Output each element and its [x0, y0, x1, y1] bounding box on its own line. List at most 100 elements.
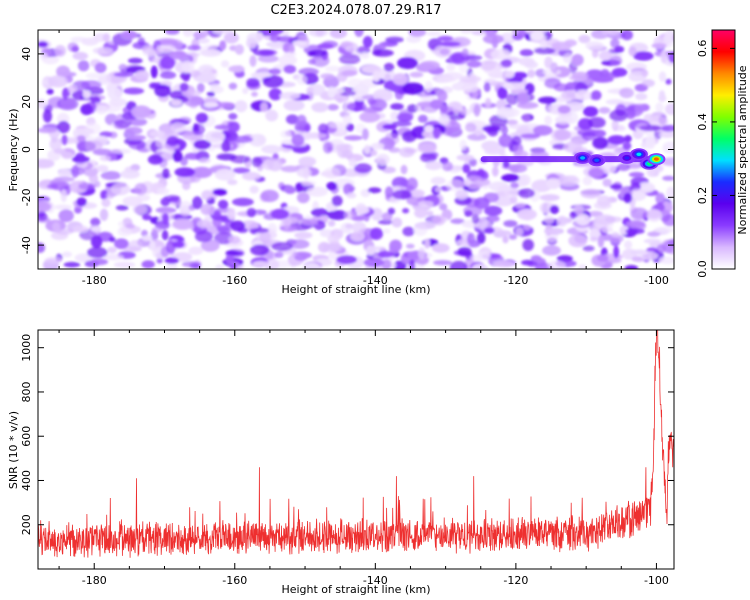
- speckle-cell: [539, 194, 560, 202]
- speckle-cell: [183, 95, 204, 107]
- speckle-cell: [457, 246, 472, 257]
- speckle-cell: [160, 71, 177, 79]
- speckle-cell: [488, 216, 500, 222]
- speckle-cell: [120, 169, 140, 179]
- speckle-cell: [134, 183, 148, 196]
- speckle-cell: [476, 232, 486, 244]
- speckle-cell: [216, 225, 231, 232]
- snr-panel: -180 -160 -140 -120 -100 200 400 600 800 1000 He…: [7, 329, 675, 596]
- speckle-cell: [518, 57, 535, 67]
- speckle-cell: [388, 245, 400, 254]
- speckle-cell: [251, 91, 258, 97]
- speckle-cell: [414, 208, 428, 219]
- speckle-cell: [294, 253, 308, 261]
- speckle-cell: [329, 30, 348, 39]
- speckle-cell: [327, 86, 336, 98]
- speckle-cell: [187, 44, 202, 51]
- speckle-cell: [327, 234, 340, 244]
- speckle-cell: [628, 46, 637, 57]
- spectrogram-y-axis: -40 -20 0 20 40: [20, 47, 674, 254]
- speckle-cell: [562, 53, 573, 64]
- speckle-cell: [360, 52, 370, 59]
- speckle-cell: [419, 60, 441, 71]
- y-tick-label: 20: [20, 95, 33, 109]
- x-tick-label: -120: [503, 574, 528, 587]
- speckle-cell: [392, 73, 408, 86]
- speckle-cell: [467, 133, 487, 141]
- speckle-cell: [38, 212, 48, 221]
- spectrogram-x-axis-title: Height of straight line (km): [281, 283, 430, 296]
- speckle-cell: [520, 133, 541, 139]
- speckle-cell: [61, 134, 68, 146]
- speckle-cell: [661, 124, 674, 132]
- speckle-cell: [156, 187, 170, 195]
- speckle-cell: [406, 35, 422, 43]
- y-tick-label: 400: [20, 470, 33, 491]
- speckle-cell: [343, 183, 354, 196]
- speckle-cell: [602, 178, 612, 187]
- speckle-cell: [409, 71, 424, 78]
- speckle-cell: [645, 209, 663, 219]
- speckle-cell: [424, 238, 431, 249]
- speckle-cell: [628, 171, 645, 178]
- speckle-cell: [554, 129, 572, 141]
- speckle-cell: [87, 247, 108, 258]
- speckle-cell: [614, 45, 625, 53]
- speckle-cell: [131, 105, 152, 119]
- speckle-cell: [494, 196, 514, 207]
- speckle-cell: [80, 103, 94, 116]
- speckle-cell: [660, 50, 667, 64]
- speckle-cell: [206, 91, 215, 97]
- speckle-cell: [622, 141, 632, 151]
- speckle-cell: [198, 158, 212, 164]
- speckle-cell: [417, 247, 426, 260]
- speckle-cell: [523, 224, 531, 231]
- speckle-cell: [491, 166, 499, 177]
- spectral-blob: [594, 158, 600, 162]
- speckle-cell: [431, 243, 450, 253]
- speckle-cell: [49, 137, 62, 151]
- speckle-cell: [449, 260, 468, 269]
- speckle-cell: [517, 208, 537, 221]
- speckle-cell: [665, 78, 672, 85]
- speckle-cell: [320, 73, 335, 80]
- speckle-cell: [296, 167, 312, 178]
- speckle-cell: [502, 81, 525, 91]
- speckle-cell: [508, 164, 528, 173]
- spectral-peak: [653, 157, 659, 161]
- speckle-cell: [372, 88, 393, 102]
- speckle-cell: [274, 251, 284, 258]
- speckle-cell: [77, 60, 90, 72]
- speckle-cell: [508, 124, 530, 130]
- speckle-cell: [662, 175, 674, 181]
- speckle-cell: [298, 156, 317, 167]
- speckle-cell: [640, 251, 659, 261]
- speckle-cell: [508, 234, 517, 240]
- speckle-cell: [522, 113, 531, 123]
- x-tick-label: -140: [363, 574, 388, 587]
- speckle-cell: [100, 190, 108, 200]
- speckle-cell: [311, 102, 329, 113]
- speckle-cell: [264, 258, 280, 269]
- snr-series: [38, 330, 674, 558]
- speckle-cell: [61, 151, 74, 160]
- speckle-cell: [362, 128, 369, 141]
- snr-x-axis: -180 -160 -140 -120 -100: [58, 330, 669, 587]
- speckle-cell: [397, 57, 418, 70]
- speckle-cell: [109, 98, 128, 107]
- speckle-cell: [617, 125, 625, 131]
- speckle-cell: [118, 63, 128, 72]
- speckle-cell: [128, 139, 147, 150]
- speckle-cell: [246, 77, 260, 88]
- speckle-cell: [124, 126, 143, 135]
- speckle-cell: [142, 214, 153, 221]
- speckle-cell: [609, 55, 623, 66]
- speckle-cell: [611, 67, 628, 77]
- speckle-cell: [201, 67, 213, 81]
- speckle-cell: [260, 189, 279, 203]
- speckle-cell: [661, 209, 671, 215]
- speckle-cell: [495, 230, 512, 237]
- colorbar-tick-label: 0.0: [696, 260, 709, 278]
- spectral-blob: [624, 156, 630, 160]
- speckle-cell: [409, 189, 425, 198]
